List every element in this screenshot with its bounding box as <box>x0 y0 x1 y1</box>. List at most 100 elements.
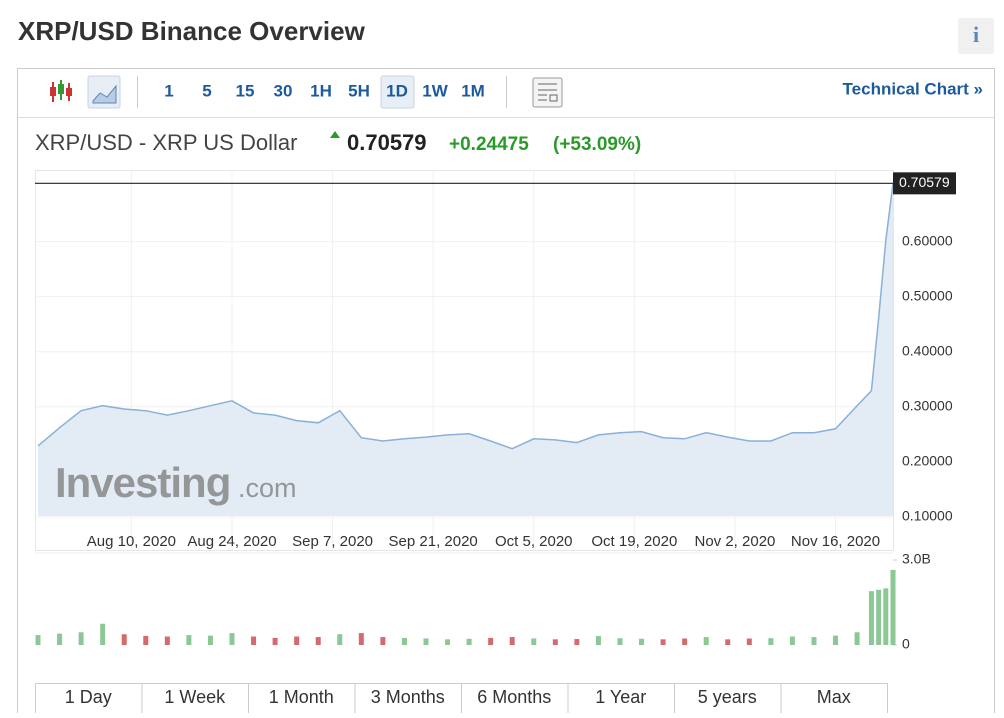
watermark-suffix: .com <box>238 473 297 503</box>
y-tick-label: 0.60000 <box>902 232 953 248</box>
range-label: 1 Month <box>269 687 334 707</box>
volume-bar <box>746 638 752 645</box>
range-label: 1 Year <box>595 687 646 707</box>
volume-bar <box>466 638 472 645</box>
interval-button[interactable]: 5H <box>348 81 370 100</box>
volume-bar <box>854 632 860 645</box>
volume-bar <box>186 635 192 645</box>
range-button[interactable] <box>461 683 569 718</box>
range-label: 5 years <box>698 687 757 707</box>
quote-change-pct: (+53.09%) <box>553 134 641 155</box>
range-button[interactable] <box>780 683 888 718</box>
volume-bar <box>703 637 709 645</box>
y-tick-label: 3.0B <box>902 551 931 567</box>
range-button[interactable] <box>35 683 143 718</box>
area-glyph <box>92 84 117 104</box>
range-button[interactable] <box>354 683 462 718</box>
volume-bar <box>35 635 41 645</box>
x-tick-label: Aug 24, 2020 <box>187 533 276 550</box>
range-button[interactable] <box>248 683 356 718</box>
volume-bar <box>401 637 407 645</box>
up-arrow <box>330 131 340 138</box>
volume-bar <box>890 569 896 645</box>
y-tick-label: 0.20000 <box>902 453 953 469</box>
volume-bar <box>78 632 84 645</box>
candle-icon[interactable] <box>50 80 72 102</box>
x-tick-label: Aug 10, 2020 <box>87 533 176 550</box>
range-button[interactable] <box>567 683 675 718</box>
volume-bar <box>531 638 537 645</box>
range-label: 6 Months <box>477 687 551 707</box>
quote-price: 0.70579 <box>347 130 427 155</box>
y-tick-label: 0 <box>902 636 910 652</box>
volume-bar <box>121 634 127 645</box>
x-tick-label: Sep 21, 2020 <box>389 533 478 550</box>
range-label: Max <box>817 687 851 707</box>
volume-bar <box>595 635 601 645</box>
interval-button[interactable]: 15 <box>236 81 255 100</box>
last-price-label: 0.70579 <box>899 174 950 190</box>
volume-bar <box>251 636 257 645</box>
page-title: XRP/USD Binance Overview <box>18 16 366 46</box>
volume-bar <box>789 636 795 645</box>
interval-button[interactable]: 30 <box>274 81 293 100</box>
interval-button[interactable]: 1H <box>310 81 332 100</box>
volume-bar <box>768 638 774 645</box>
range-label: 1 Day <box>65 687 112 707</box>
volume-bar <box>868 591 874 645</box>
volume-bar <box>552 639 558 645</box>
interval-button[interactable]: 1D <box>386 81 408 100</box>
x-tick-label: Oct 19, 2020 <box>591 533 677 550</box>
volume-bar <box>811 637 817 645</box>
volume-bar <box>358 633 364 645</box>
volume-bar <box>423 638 429 645</box>
interval-button[interactable]: 1 <box>164 81 173 100</box>
y-tick-label: 0.50000 <box>902 287 953 303</box>
area-fill <box>38 183 893 517</box>
volume-bar <box>100 623 106 645</box>
news-icon[interactable] <box>532 77 563 108</box>
price-line <box>37 183 894 450</box>
volume-bar <box>143 635 149 645</box>
volume-bar <box>229 633 235 645</box>
quote-change: +0.24475 <box>449 134 529 155</box>
volume-bar <box>617 638 623 645</box>
volume-bar <box>207 635 213 645</box>
interval-button[interactable]: 5 <box>202 81 211 100</box>
range-label: 3 Months <box>371 687 445 707</box>
range-button[interactable] <box>674 683 782 718</box>
volume-bar <box>294 636 300 645</box>
last-price-tag <box>893 172 956 195</box>
interval-button[interactable]: 1W <box>422 81 448 100</box>
volume-bar <box>682 638 688 645</box>
interval-button[interactable]: 1M <box>461 81 485 100</box>
info-button[interactable] <box>958 18 994 54</box>
x-tick-label: Nov 16, 2020 <box>791 533 880 550</box>
watermark-brand: Investing <box>55 459 230 506</box>
x-tick-label: Sep 7, 2020 <box>292 533 373 550</box>
y-tick-label: 0.10000 <box>902 508 953 524</box>
active-interval <box>380 75 415 109</box>
news-glyph <box>538 83 558 102</box>
volume-bar <box>883 588 889 645</box>
panel <box>17 68 995 718</box>
volume-bar <box>445 639 451 645</box>
volume-bar <box>574 639 580 645</box>
volume-bar <box>380 637 386 645</box>
volume-bar <box>164 636 170 645</box>
volume-bar <box>833 635 839 645</box>
volume-bar <box>725 639 731 645</box>
plot-frame <box>35 170 894 551</box>
technical-chart-link[interactable]: Technical Chart » <box>843 79 983 98</box>
volume-bar <box>509 637 515 645</box>
volume-bar <box>876 589 882 645</box>
range-label: 1 Week <box>164 687 226 707</box>
y-tick-label: 0.30000 <box>902 398 953 414</box>
info-icon: i <box>973 22 979 47</box>
x-tick-label: Nov 2, 2020 <box>694 533 775 550</box>
y-tick-label: 0.40000 <box>902 342 953 358</box>
volume-bar <box>660 639 666 645</box>
volume-bar <box>337 634 343 645</box>
